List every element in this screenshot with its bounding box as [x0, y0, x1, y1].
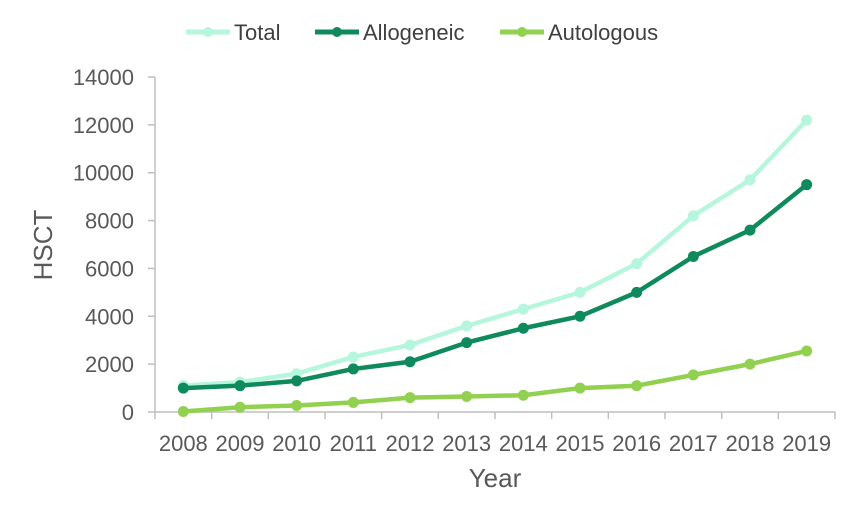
y-tick-label: 8000: [85, 209, 134, 234]
data-point-allogeneic: [687, 250, 699, 262]
y-tick-label: 6000: [85, 256, 134, 281]
series-autologous: [177, 345, 813, 418]
legend-label-total: Total: [234, 20, 280, 45]
data-point-allogeneic: [631, 286, 643, 298]
data-point-total: [461, 320, 473, 332]
data-point-total: [744, 174, 756, 186]
series-total: [177, 114, 813, 392]
series-line-autologous: [181, 348, 809, 414]
x-tick-label: 2015: [556, 431, 605, 456]
data-point-autologous: [517, 389, 529, 401]
data-point-allogeneic: [347, 363, 359, 375]
data-point-allogeneic: [574, 310, 586, 322]
legend-item-total: Total: [186, 20, 280, 45]
x-axis-title: Year: [469, 463, 522, 493]
data-point-autologous: [744, 358, 756, 370]
data-point-allogeneic: [177, 382, 189, 394]
data-point-total: [517, 303, 529, 315]
y-tick-label: 0: [122, 400, 134, 425]
data-point-autologous: [234, 401, 246, 413]
data-point-autologous: [404, 392, 416, 404]
data-point-total: [801, 114, 813, 126]
x-tick-label: 2017: [669, 431, 718, 456]
y-tick-label: 12000: [73, 113, 134, 138]
data-point-allogeneic: [404, 356, 416, 368]
legend-marker-total: [203, 27, 213, 37]
data-point-total: [574, 286, 586, 298]
x-tick-label: 2008: [159, 431, 208, 456]
y-tick-label: 2000: [85, 352, 134, 377]
x-tick-label: 2019: [782, 431, 831, 456]
data-point-autologous: [631, 380, 643, 392]
series-line-allogeneic: [181, 182, 809, 391]
data-point-autologous: [461, 390, 473, 402]
x-tick-label: 2009: [216, 431, 265, 456]
data-point-total: [347, 351, 359, 363]
data-point-allogeneic: [234, 380, 246, 392]
x-tick-label: 2012: [386, 431, 435, 456]
x-tick-label: 2010: [272, 431, 321, 456]
legend-label-autologous: Autologous: [548, 20, 658, 45]
legend-marker-autologous: [517, 27, 527, 37]
data-point-total: [404, 339, 416, 351]
legend-marker-allogeneic: [332, 27, 342, 37]
x-tick-label: 2013: [442, 431, 491, 456]
legend-label-allogeneic: Allogeneic: [363, 20, 465, 45]
legend-item-allogeneic: Allogeneic: [315, 20, 465, 45]
data-point-allogeneic: [461, 337, 473, 349]
data-point-autologous: [801, 345, 813, 357]
data-point-allogeneic: [291, 375, 303, 387]
legend-item-autologous: Autologous: [500, 20, 658, 45]
x-tick-label: 2018: [726, 431, 775, 456]
data-point-allogeneic: [744, 224, 756, 236]
data-point-total: [687, 210, 699, 222]
x-axis: 2008 2009 2010 2011 2012 2013 2014 2015 2016 2017…: [154, 411, 836, 456]
data-point-autologous: [291, 400, 303, 412]
data-point-allogeneic: [801, 179, 813, 191]
data-point-allogeneic: [517, 322, 529, 334]
y-axis-title: HSCT: [28, 209, 58, 280]
data-point-autologous: [687, 369, 699, 381]
series-layer: [177, 114, 813, 418]
x-tick-label: 2011: [330, 431, 377, 456]
series-line-total: [181, 117, 809, 388]
data-point-autologous: [177, 406, 189, 418]
y-tick-label: 10000: [73, 161, 134, 186]
data-point-total: [631, 258, 643, 270]
data-point-autologous: [574, 382, 586, 394]
legend: Total Allogeneic Autologous: [186, 20, 658, 45]
y-axis: 0 2000 4000 6000 8000 10000 12000 14000: [73, 65, 156, 425]
y-tick-label: 14000: [73, 65, 134, 90]
data-point-autologous: [347, 396, 359, 408]
series-allogeneic: [177, 179, 813, 394]
y-tick-label: 4000: [85, 304, 134, 329]
x-tick-label: 2014: [499, 431, 548, 456]
x-tick-label: 2016: [612, 431, 661, 456]
